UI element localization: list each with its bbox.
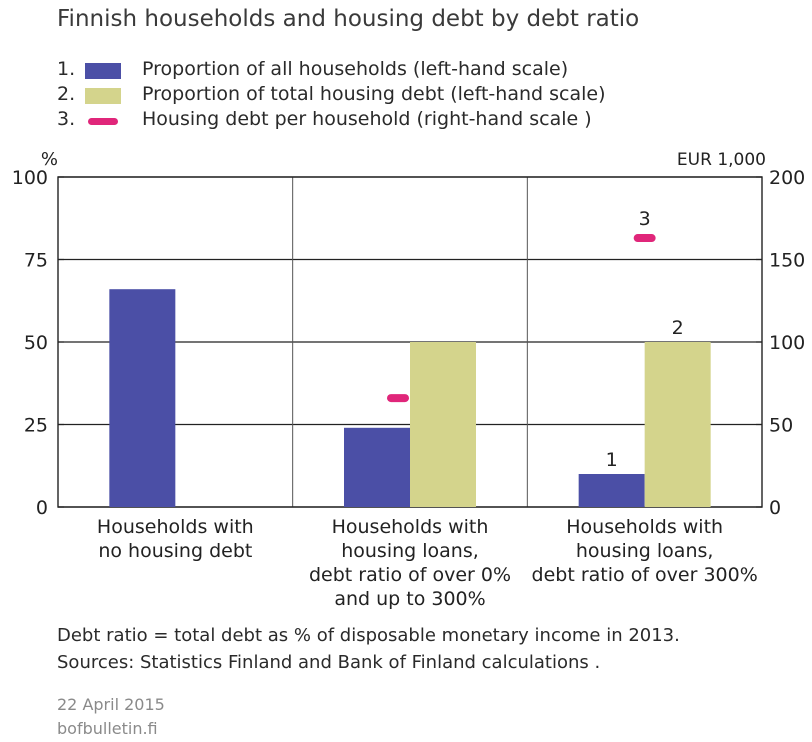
bar-1-category-1: [109, 289, 176, 507]
legend-label: Proportion of total housing debt (left-h…: [142, 83, 606, 105]
left-axis-tick-label: 100: [12, 167, 48, 189]
category-label: no housing debt: [98, 540, 252, 562]
left-axis-tick-label: 50: [24, 332, 48, 354]
site-name: bofbulletin.fi: [57, 719, 158, 738]
bar-1-category-2: [344, 427, 410, 507]
category-label: Households with: [566, 516, 723, 538]
legend-swatch-bar: [85, 63, 121, 79]
debt-per-household-marker-3: [633, 234, 656, 243]
right-axis-tick-label: 100: [769, 332, 805, 354]
annotation-label: 2: [672, 317, 684, 339]
category-label: Households with: [97, 516, 254, 538]
category-label: housing loans,: [576, 540, 714, 562]
bar-2-category-3: [644, 342, 711, 507]
left-axis-tick-label: 25: [24, 415, 48, 437]
legend-label: Proportion of all households (left-hand …: [142, 58, 569, 80]
category-label: debt ratio of over 300%: [532, 564, 758, 586]
right-axis-tick-label: 0: [769, 497, 781, 519]
debt-per-household-marker-2: [387, 394, 409, 403]
bar-chart: 1 2 3 0 25 50 75 100 0 50 100 150 200% EUR 1,000 House…: [12, 149, 806, 610]
debt-ratio-note: Debt ratio = total debt as % of disposab…: [57, 625, 680, 646]
right-axis-tick-label: 50: [769, 415, 793, 437]
legend-swatch-line: [88, 118, 118, 125]
category-label: debt ratio of over 0%: [309, 564, 511, 586]
legend-label: Housing debt per household (right-hand s…: [142, 108, 592, 130]
left-axis-tick-label: 75: [24, 250, 48, 272]
annotation-label: 1: [606, 449, 618, 471]
left-axis-tick-label: 0: [36, 497, 48, 519]
bar-2-category-2: [410, 342, 476, 507]
sources-note: Sources: Statistics Finland and Bank of …: [57, 652, 601, 673]
left-axis-unit-label: %: [41, 149, 58, 170]
bar-1-category-3: [578, 474, 645, 507]
category-label: and up to 300%: [334, 588, 485, 610]
right-axis-unit-label: EUR 1,000: [677, 150, 766, 170]
right-axis-tick-label: 200: [769, 167, 805, 189]
legend-number: 3.: [57, 108, 76, 130]
legend-swatch-bar: [85, 88, 121, 104]
category-label: housing loans,: [341, 540, 479, 562]
annotation-label: 3: [639, 208, 651, 230]
legend-number: 2.: [57, 83, 76, 105]
publication-date: 22 April 2015: [57, 695, 165, 714]
category-label: Households with: [332, 516, 489, 538]
legend-number: 1.: [57, 58, 76, 80]
chart-title: Finnish households and housing debt by d…: [57, 6, 640, 32]
right-axis-tick-label: 150: [769, 250, 805, 272]
